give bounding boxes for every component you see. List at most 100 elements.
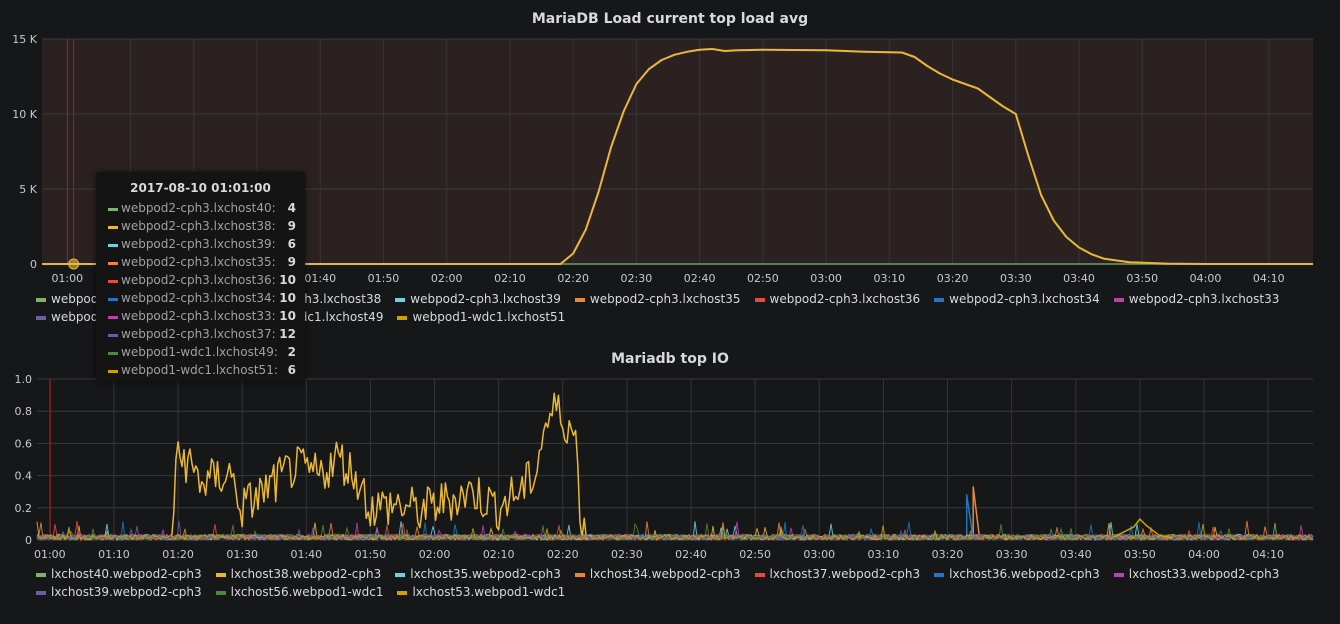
hover-tooltip: 2017-08-10 01:01:00 webpod2-cph3.lxchost… bbox=[96, 172, 305, 382]
tooltip-series-name: webpod2-cph3.lxchost35: bbox=[121, 255, 276, 269]
tooltip-swatch bbox=[108, 370, 118, 373]
legend-swatch bbox=[1113, 572, 1124, 577]
x-tick-label: 01:50 bbox=[355, 548, 387, 561]
y-tick-label: 0 bbox=[30, 258, 37, 271]
legend-label: webpod2-cph3.lxchost35 bbox=[589, 292, 741, 306]
legend-item[interactable]: webpod1-wdc1.lxchost51 bbox=[397, 310, 565, 324]
legend-swatch bbox=[36, 590, 46, 595]
y-tick-label: 0.6 bbox=[15, 437, 33, 450]
x-tick-label: 03:30 bbox=[1000, 272, 1032, 285]
x-tick-label: 02:10 bbox=[494, 272, 526, 285]
tooltip-time: 2017-08-10 01:01:00 bbox=[130, 181, 271, 195]
tooltip-row: webpod2-cph3.lxchost33: 10 bbox=[96, 308, 305, 326]
legend-item[interactable]: lxchost33.webpod2-cph3 bbox=[1113, 567, 1280, 581]
x-tick-label: 01:40 bbox=[290, 548, 322, 561]
tooltip-series-value: 6 bbox=[287, 237, 296, 251]
tooltip-swatch bbox=[108, 334, 118, 337]
legend-swatch bbox=[36, 315, 46, 320]
legend-swatch bbox=[397, 315, 408, 320]
x-tick-label: 03:00 bbox=[803, 548, 835, 561]
legend-label: lxchost34.webpod2-cph3 bbox=[589, 567, 741, 581]
legend-item[interactable]: lxchost39.webpod2-cph3 bbox=[36, 585, 202, 599]
legend-label: lxchost56.webpod1-wdc1 bbox=[230, 585, 384, 599]
x-tick-label: 04:00 bbox=[1190, 272, 1222, 285]
tooltip-row: webpod2-cph3.lxchost34: 10 bbox=[96, 290, 305, 308]
y-tick-label: 0.2 bbox=[15, 502, 33, 515]
legend-swatch bbox=[574, 297, 585, 302]
legend-label: lxchost33.webpod2-cph3 bbox=[1128, 567, 1280, 581]
series-line bbox=[1113, 518, 1173, 540]
tooltip-swatch bbox=[108, 226, 118, 229]
legend-item[interactable]: lxchost40.webpod2-cph3 bbox=[36, 567, 202, 581]
legend-item[interactable]: lxchost34.webpod2-cph3 bbox=[574, 567, 741, 581]
x-tick-label: 01:00 bbox=[34, 548, 66, 561]
legend-swatch bbox=[934, 297, 945, 302]
legend-item[interactable]: lxchost36.webpod2-cph3 bbox=[934, 567, 1100, 581]
tooltip-series-name: webpod2-cph3.lxchost33: bbox=[121, 309, 276, 323]
tooltip-series-value: 4 bbox=[287, 201, 296, 215]
legend-swatch bbox=[934, 572, 945, 577]
tooltip-series-name: webpod2-cph3.lxchost36: bbox=[121, 273, 276, 287]
legend-label: webpod2-cph3.lxchost34 bbox=[949, 292, 1100, 306]
x-tick-label: 04:00 bbox=[1188, 548, 1220, 561]
x-tick-label: 02:00 bbox=[419, 548, 451, 561]
tooltip-row: webpod1-wdc1.lxchost49: 2 bbox=[96, 344, 305, 362]
tooltip-series-name: webpod2-cph3.lxchost40: bbox=[121, 201, 276, 215]
legend-swatch bbox=[215, 572, 226, 577]
legend-label: lxchost39.webpod2-cph3 bbox=[51, 585, 202, 599]
x-tick-label: 03:20 bbox=[937, 272, 969, 285]
x-tick-label: 03:50 bbox=[1126, 272, 1158, 285]
legend-swatch bbox=[754, 572, 765, 577]
series-line bbox=[42, 48, 1313, 265]
x-tick-label: 03:40 bbox=[1063, 272, 1095, 285]
x-tick-label: 02:30 bbox=[621, 272, 653, 285]
legend-item[interactable]: webpod2-cph3.lxchost39 bbox=[395, 292, 561, 306]
tooltip-series-value: 10 bbox=[279, 291, 296, 305]
legend-swatch bbox=[397, 590, 408, 595]
legend-item[interactable]: lxchost53.webpod1-wdc1 bbox=[397, 585, 565, 599]
y-tick-label: 0 bbox=[25, 534, 32, 547]
tooltip-series-name: webpod1-wdc1.lxchost49: bbox=[121, 345, 278, 359]
legend-label: lxchost53.webpod1-wdc1 bbox=[412, 585, 566, 599]
legend-item[interactable]: webpod2-cph3.lxchost33 bbox=[1113, 292, 1280, 306]
y-tick-label: 0.4 bbox=[15, 470, 33, 483]
tooltip-row: webpod2-cph3.lxchost36: 10 bbox=[96, 272, 305, 290]
x-tick-label: 02:10 bbox=[483, 548, 515, 561]
x-tick-label: 02:20 bbox=[547, 548, 579, 561]
panel2-title[interactable]: Mariadb top IO bbox=[611, 351, 729, 367]
x-tick-label: 01:50 bbox=[368, 272, 400, 285]
tooltip-rows: webpod2-cph3.lxchost40: 4 webpod2-cph3.lxc… bbox=[96, 200, 305, 380]
panel2-plot: 0 0.2 0.4 0.6 0.8 1.0 01:00 01:10 01:20 01:30 01:4… bbox=[15, 373, 1314, 561]
tooltip-swatch bbox=[108, 208, 118, 211]
x-tick-label: 03:00 bbox=[810, 272, 842, 285]
legend-swatch bbox=[215, 590, 226, 595]
tooltip-series-value: 9 bbox=[287, 219, 296, 233]
series-line bbox=[965, 494, 974, 539]
x-tick-label: 01:40 bbox=[304, 272, 336, 285]
tooltip-row: webpod2-cph3.lxchost35: 9 bbox=[96, 254, 305, 272]
tooltip-row: webpod2-cph3.lxchost38: 9 bbox=[96, 218, 305, 236]
tooltip-series-value: 9 bbox=[287, 255, 296, 269]
panel1-title[interactable]: MariaDB Load current top load avg bbox=[531, 11, 809, 27]
legend-item[interactable]: lxchost56.webpod1-wdc1 bbox=[215, 585, 384, 599]
legend-label: webpod2-cph3.lxchost33 bbox=[1128, 292, 1280, 306]
x-tick-label: 02:30 bbox=[611, 548, 643, 561]
legend-item[interactable]: lxchost35.webpod2-cph3 bbox=[395, 567, 561, 581]
series-line bbox=[36, 524, 1314, 542]
tooltip-series-name: webpod2-cph3.lxchost39: bbox=[121, 237, 276, 251]
legend-swatch bbox=[36, 572, 46, 577]
legend-swatch bbox=[754, 297, 765, 302]
legend-swatch bbox=[574, 572, 585, 577]
legend-item[interactable]: webpod2-cph3.lxchost35 bbox=[574, 292, 741, 306]
legend-item[interactable]: webpod2-cph3.lxchost36 bbox=[754, 292, 920, 306]
tooltip-series-value: 10 bbox=[279, 273, 296, 287]
tooltip-row: webpod2-cph3.lxchost39: 6 bbox=[96, 236, 305, 254]
x-tick-label: 02:50 bbox=[739, 548, 771, 561]
legend-item[interactable]: lxchost38.webpod2-cph3 bbox=[215, 567, 381, 581]
x-tick-label: 03:10 bbox=[868, 548, 900, 561]
legend-label: webpod2-cph3.lxchost39 bbox=[410, 292, 561, 306]
y-tick-label: 1.0 bbox=[15, 373, 33, 386]
tooltip-series-value: 2 bbox=[287, 345, 296, 359]
legend-item[interactable]: webpod2-cph3.lxchost34 bbox=[934, 292, 1100, 306]
legend-item[interactable]: lxchost37.webpod2-cph3 bbox=[754, 567, 920, 581]
